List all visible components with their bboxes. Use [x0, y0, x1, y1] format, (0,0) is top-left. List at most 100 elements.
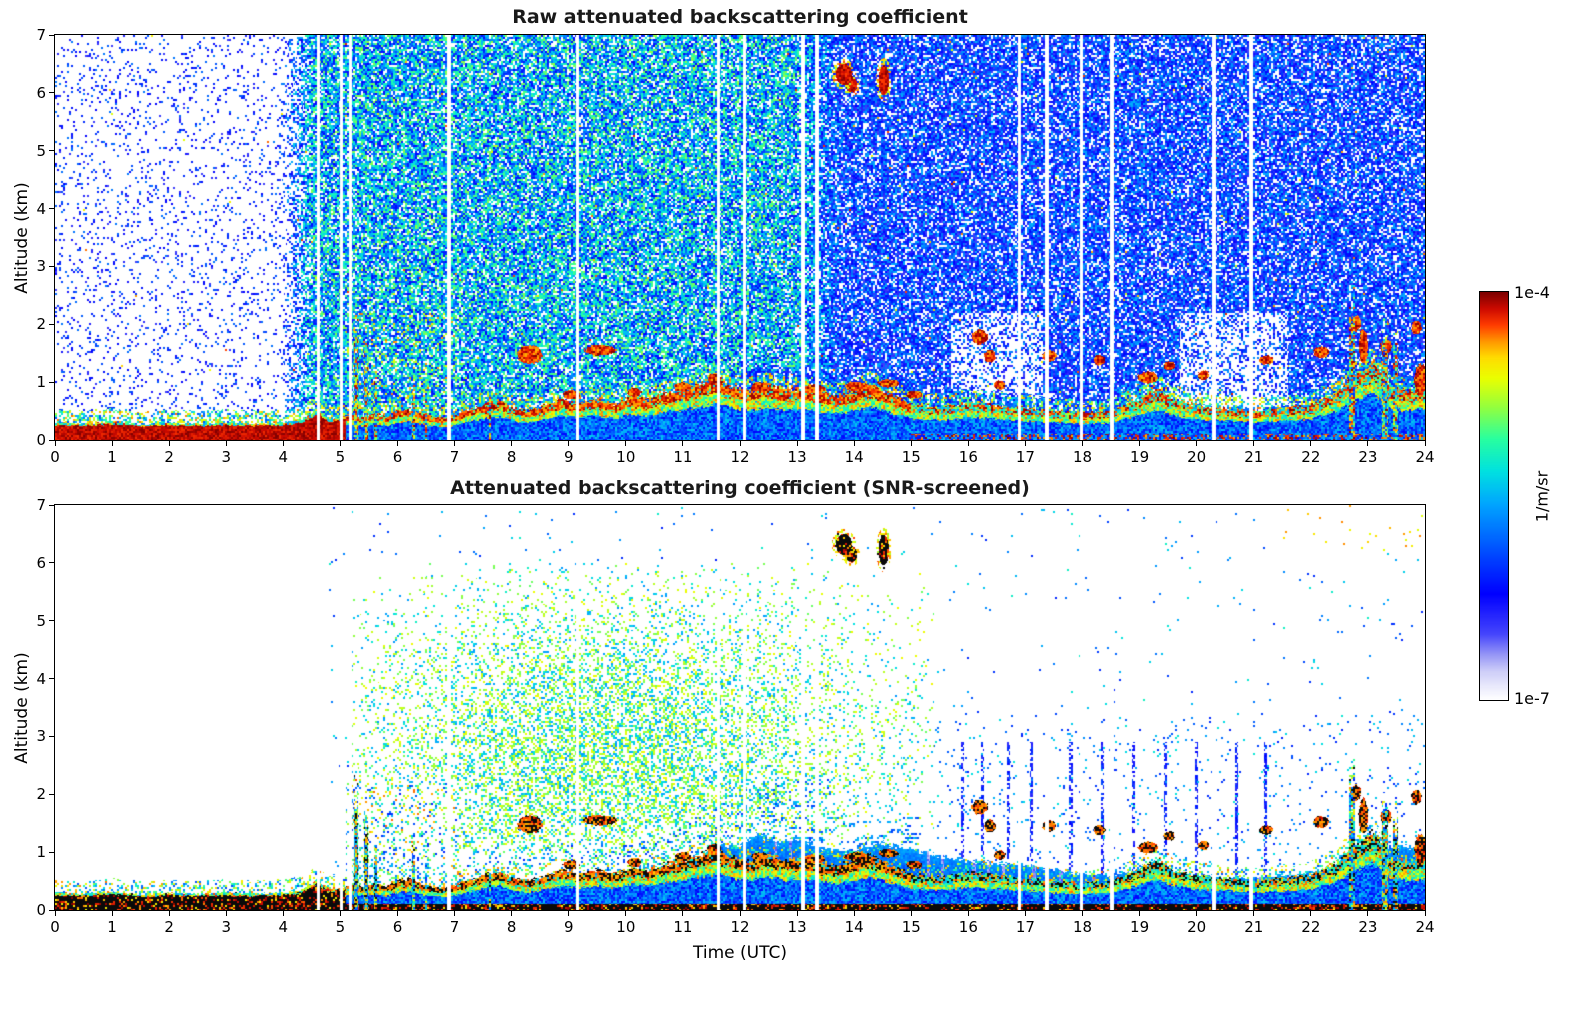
x-tick-label: 1 [107, 448, 117, 466]
x-tick [1253, 441, 1255, 446]
y-tick-label: 0 [36, 431, 46, 449]
x-tick-label: 6 [392, 448, 403, 466]
x-tick-label: 8 [506, 918, 517, 936]
x-tick-label: 7 [449, 918, 460, 936]
y-tick [49, 265, 54, 267]
x-tick [111, 911, 113, 916]
x-tick [739, 441, 741, 446]
colorbar-min-label: 1e-7 [1514, 689, 1550, 708]
x-tick-label: 17 [1015, 448, 1035, 466]
raw-panel-ylabel: Altitude (km) [12, 182, 32, 294]
x-tick-label: 9 [563, 918, 574, 936]
x-tick [511, 911, 513, 916]
x-tick-label: 9 [563, 448, 574, 466]
x-tick [967, 911, 969, 916]
x-tick [397, 441, 398, 446]
x-tick-label: 19 [1130, 918, 1150, 936]
x-tick-label: 21 [1244, 918, 1264, 936]
x-tick [625, 441, 627, 446]
x-tick-label: 4 [278, 448, 289, 466]
x-tick-label: 8 [506, 448, 517, 466]
y-tick-label: 7 [36, 26, 46, 44]
x-tick [682, 441, 684, 446]
x-tick-label: 12 [730, 448, 750, 466]
y-tick-label: 1 [36, 843, 46, 862]
y-tick [49, 909, 54, 911]
x-tick-label: 4 [278, 918, 289, 936]
x-tick [796, 441, 798, 446]
x-tick-label: 7 [449, 448, 460, 466]
y-tick-label: 2 [36, 785, 46, 804]
x-tick-label: 19 [1130, 448, 1150, 466]
x-tick [1253, 911, 1255, 916]
x-tick [339, 911, 341, 916]
x-tick-label: 13 [787, 918, 807, 936]
y-tick [49, 381, 54, 383]
x-tick [1024, 441, 1026, 446]
x-tick-label: 6 [392, 918, 403, 936]
x-tick-label: 15 [901, 448, 921, 466]
x-tick-label: 24 [1415, 448, 1435, 466]
y-tick-label: 1 [36, 373, 46, 392]
x-tick-label: 22 [1301, 918, 1321, 936]
x-tick [282, 441, 284, 446]
x-tick-label: 14 [844, 448, 864, 466]
y-tick-label: 0 [36, 901, 46, 919]
x-tick [1310, 441, 1312, 446]
x-tick-label: 16 [958, 918, 978, 936]
y-tick [49, 562, 54, 564]
x-tick [454, 911, 456, 916]
x-tick [625, 911, 627, 916]
x-tick [54, 441, 56, 446]
x-tick-label: 3 [221, 448, 232, 466]
y-tick-label: 3 [36, 727, 46, 746]
x-tick-label: 10 [616, 448, 636, 466]
x-tick [1139, 441, 1141, 446]
x-tick-label: 10 [616, 918, 636, 936]
y-tick-label: 4 [36, 199, 46, 218]
x-tick-label: 2 [164, 918, 174, 936]
x-tick-label: 18 [1072, 448, 1093, 466]
x-tick-label: 17 [1015, 918, 1035, 936]
y-tick [49, 92, 54, 94]
y-tick-label: 3 [36, 257, 46, 276]
x-tick [682, 911, 684, 916]
x-tick [1196, 911, 1198, 916]
x-tick-label: 21 [1244, 448, 1264, 466]
x-tick-label: 18 [1072, 918, 1093, 936]
x-tick-label: 13 [787, 448, 807, 466]
colorbar-max-label: 1e-4 [1514, 283, 1550, 302]
x-tick [1367, 911, 1369, 916]
y-tick-label: 5 [36, 141, 46, 160]
x-tick [282, 911, 284, 916]
x-tick-label: 11 [673, 918, 693, 936]
x-tick [568, 911, 570, 916]
x-tick-label: 23 [1358, 918, 1378, 936]
x-tick [168, 911, 170, 916]
y-tick [49, 678, 54, 680]
x-tick [454, 441, 456, 446]
y-tick-label: 5 [36, 611, 46, 630]
raw-panel-title: Raw attenuated backscattering coefficien… [512, 6, 968, 28]
x-tick-label: 20 [1187, 448, 1207, 466]
y-tick [49, 323, 54, 325]
y-tick [49, 504, 54, 506]
x-tick-label: 0 [50, 918, 60, 936]
x-tick [568, 441, 570, 446]
colorbar-unit-label: 1/m/sr [1532, 470, 1552, 523]
y-tick [49, 851, 54, 853]
x-tick-label: 12 [730, 918, 750, 936]
x-tick [168, 441, 170, 446]
x-tick-label: 3 [221, 918, 232, 936]
x-tick [1310, 911, 1312, 916]
x-tick [511, 441, 513, 446]
y-tick [49, 150, 54, 152]
x-tick-label: 22 [1301, 448, 1321, 466]
x-tick [1024, 911, 1026, 916]
x-tick-label: 20 [1187, 918, 1207, 936]
x-tick [1082, 911, 1083, 916]
y-tick [49, 735, 54, 737]
x-axis-label: Time (UTC) [693, 943, 787, 963]
y-tick-label: 4 [36, 669, 46, 688]
